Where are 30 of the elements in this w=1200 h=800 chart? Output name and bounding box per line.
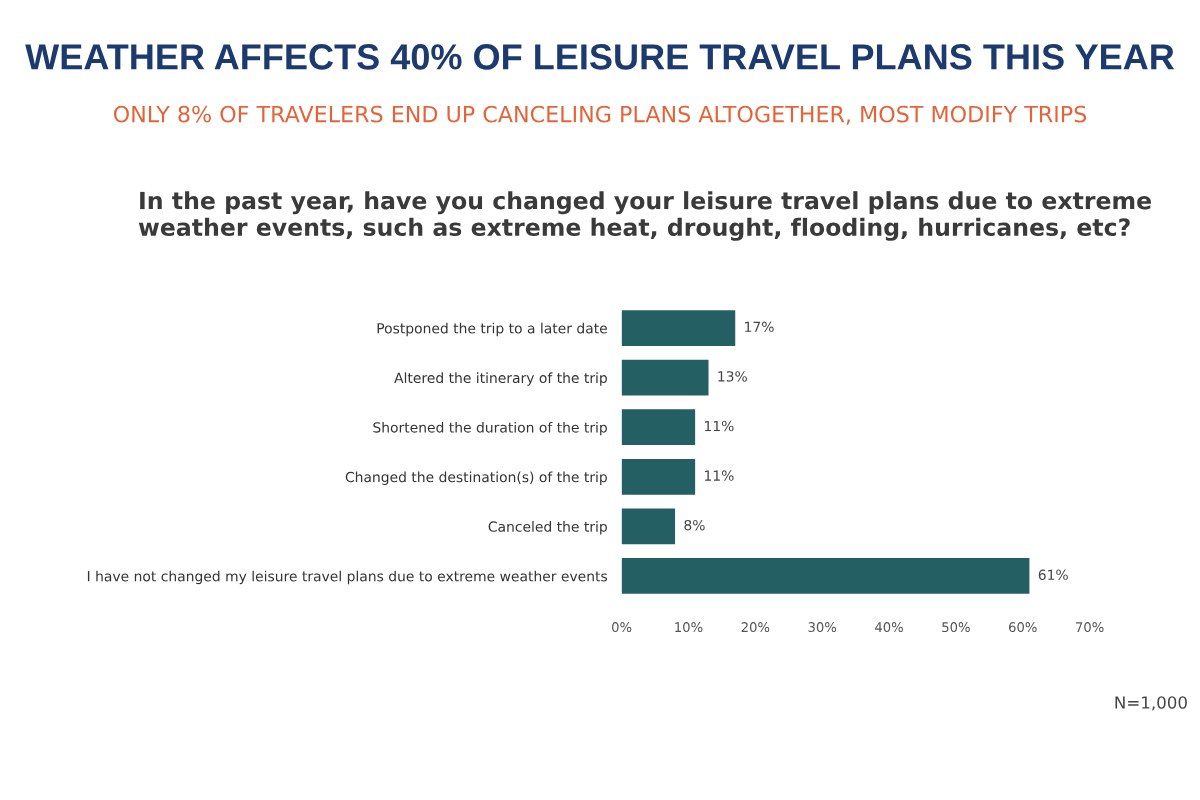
- x-tick-label: 70%: [1076, 622, 1104, 633]
- text: In the past year, have you changed your leisure travel plans due to extreme weather events, such as extreme heat, drought, flooding, hurricanes, etc?: [138, 191, 1151, 241]
- y-tick-label: Canceled the trip: [488, 521, 607, 535]
- bar: [621, 508, 676, 545]
- x-tick-label: 10%: [675, 622, 703, 633]
- y-tick-label: I have not changed my leisure travel plans due to extreme weather events: [87, 570, 608, 585]
- chart-subtitle: ONLY 8% OF TRAVELERS END UP CANCELING PLANS ALTOGETHER, MOST MODIFY TRIPS: [113, 105, 1087, 125]
- bar: [621, 359, 709, 396]
- x-tick-label: 20%: [741, 622, 770, 633]
- data-label: 11%: [705, 470, 734, 481]
- data-label: 11%: [705, 420, 734, 432]
- data-label: 61%: [1038, 569, 1068, 580]
- bar: [621, 409, 696, 446]
- x-tick-label: 60%: [1009, 622, 1037, 633]
- chart-title: WEATHER AFFECTS 40% OF LEISURE TRAVEL PLANS THIS YEAR: [25, 44, 1175, 70]
- data-label: 8%: [684, 519, 705, 531]
- x-tick-label: 30%: [808, 622, 837, 633]
- y-tick-label: Postponed the trip to a later date: [377, 322, 607, 337]
- bar: [621, 458, 696, 495]
- data-label: 17%: [745, 321, 774, 333]
- bar: [621, 558, 1030, 594]
- x-tick-label: 50%: [942, 622, 970, 633]
- y-tick-label: Shortened the duration of the trip: [373, 421, 607, 436]
- bar: [621, 310, 736, 346]
- data-label: 13%: [718, 371, 747, 382]
- x-tick-label: 0%: [612, 622, 632, 633]
- y-tick-label: Changed the destination(s) of the trip: [345, 471, 607, 485]
- y-tick-label: Altered the itinerary of the trip: [394, 372, 607, 386]
- text: N=1,000: [1115, 696, 1187, 711]
- x-tick-label: 40%: [875, 622, 903, 633]
